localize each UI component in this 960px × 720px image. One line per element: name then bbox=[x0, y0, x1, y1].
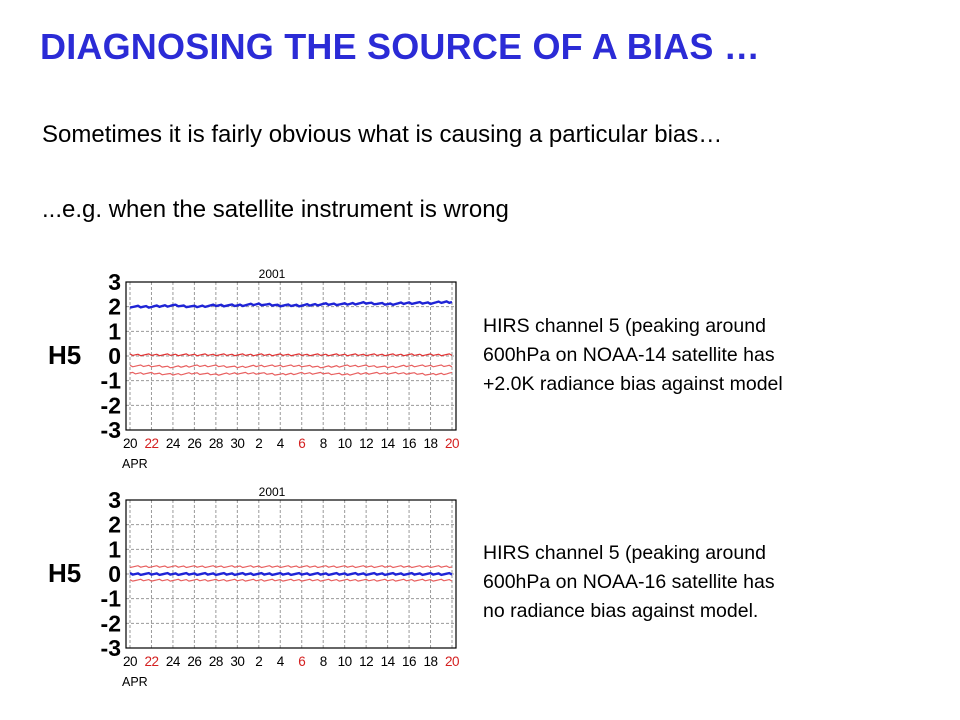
x-tick-label: 10 bbox=[338, 654, 352, 669]
y-tick-label: -3 bbox=[101, 635, 121, 661]
plot-frame bbox=[125, 499, 457, 649]
x-tick-label: 30 bbox=[230, 654, 244, 669]
y-tick-label: -1 bbox=[101, 368, 122, 394]
y-tick-label: 2 bbox=[108, 294, 121, 320]
caption-line: 600hPa on NOAA-16 satellite has bbox=[483, 571, 775, 593]
x-tick-label: 20 bbox=[445, 436, 459, 451]
caption-line: 600hPa on NOAA-14 satellite has bbox=[483, 344, 775, 366]
x-tick-label: 14 bbox=[381, 436, 396, 451]
caption-line: HIRS channel 5 (peaking around bbox=[483, 315, 766, 337]
y-axis-label: H5 bbox=[48, 558, 81, 588]
x-tick-label: 10 bbox=[338, 436, 352, 451]
y-tick-label: 3 bbox=[108, 269, 121, 295]
x-tick-label: 18 bbox=[424, 436, 438, 451]
x-tick-label: 14 bbox=[381, 654, 396, 669]
y-tick-label: 0 bbox=[108, 343, 121, 369]
x-tick-label: 16 bbox=[402, 436, 416, 451]
example-text: ...e.g. when the satellite instrument is… bbox=[42, 196, 509, 223]
x-tick-label: 20 bbox=[445, 654, 459, 669]
x-tick-label: 8 bbox=[320, 436, 327, 451]
y-tick-label: -3 bbox=[101, 417, 121, 443]
series-line bbox=[129, 353, 453, 357]
y-tick-label: 2 bbox=[108, 512, 121, 538]
x-tick-label: 4 bbox=[277, 436, 285, 451]
slide-title: DIAGNOSING THE SOURCE OF A BIAS … bbox=[40, 26, 760, 67]
x-tick-label: 28 bbox=[209, 436, 223, 451]
x-tick-label: 2 bbox=[255, 436, 262, 451]
y-axis-label: H5 bbox=[48, 340, 81, 370]
series-line bbox=[129, 300, 453, 309]
series-line bbox=[129, 371, 453, 376]
x-tick-label: 20 bbox=[123, 436, 137, 451]
plot-frame bbox=[125, 281, 457, 431]
caption-line: +2.0K radiance bias against model bbox=[483, 373, 783, 395]
y-tick-label: -2 bbox=[101, 392, 121, 418]
x-tick-label: 28 bbox=[209, 654, 223, 669]
x-axis-label: APR bbox=[122, 675, 148, 689]
chart-title: 2001 bbox=[259, 267, 286, 281]
x-tick-label: 2 bbox=[255, 654, 262, 669]
series-line bbox=[129, 578, 453, 582]
x-tick-label: 6 bbox=[298, 654, 305, 669]
x-tick-label: 30 bbox=[230, 436, 244, 451]
y-tick-label: -2 bbox=[101, 610, 121, 636]
x-tick-label: 26 bbox=[187, 654, 201, 669]
noaa16-caption: HIRS channel 5 (peaking around 600hPa on… bbox=[483, 539, 923, 626]
x-axis-label: APR bbox=[122, 457, 148, 471]
x-tick-label: 18 bbox=[424, 654, 438, 669]
caption-line: HIRS channel 5 (peaking around bbox=[483, 542, 766, 564]
y-tick-label: -1 bbox=[101, 586, 122, 612]
series-line bbox=[129, 364, 453, 369]
x-tick-label: 16 bbox=[402, 654, 416, 669]
chart-title: 2001 bbox=[259, 485, 286, 499]
x-tick-label: 6 bbox=[298, 436, 305, 451]
noaa14-caption: HIRS channel 5 (peaking around 600hPa on… bbox=[483, 312, 923, 399]
x-tick-label: 22 bbox=[144, 436, 158, 451]
noaa14-chart: 2001 3 2 1 0 -1 -2 -3 H5 20 22 24 26 28 30 2 4 6 8 10 12 14 16… bbox=[40, 262, 470, 487]
y-tick-label: 1 bbox=[108, 536, 121, 562]
x-tick-label: 4 bbox=[277, 654, 285, 669]
caption-line: no radiance bias against model. bbox=[483, 600, 759, 622]
x-tick-label: 24 bbox=[166, 654, 181, 669]
y-tick-label: 1 bbox=[108, 318, 121, 344]
x-tick-label: 24 bbox=[166, 436, 181, 451]
intro-text: Sometimes it is fairly obvious what is c… bbox=[42, 121, 723, 148]
x-tick-label: 22 bbox=[144, 654, 158, 669]
y-tick-label: 3 bbox=[108, 487, 121, 513]
series-line bbox=[129, 571, 453, 577]
x-tick-label: 8 bbox=[320, 654, 327, 669]
x-tick-label: 26 bbox=[187, 436, 201, 451]
y-tick-label: 0 bbox=[108, 561, 121, 587]
noaa16-chart: 2001 3 2 1 0 -1 -2 -3 H5 20 22 24 26 28 30 2 4 6 8 10 12 14 16… bbox=[40, 480, 470, 705]
series-line bbox=[129, 565, 453, 569]
x-tick-label: 12 bbox=[359, 436, 373, 451]
x-tick-label: 12 bbox=[359, 654, 373, 669]
x-tick-label: 20 bbox=[123, 654, 137, 669]
